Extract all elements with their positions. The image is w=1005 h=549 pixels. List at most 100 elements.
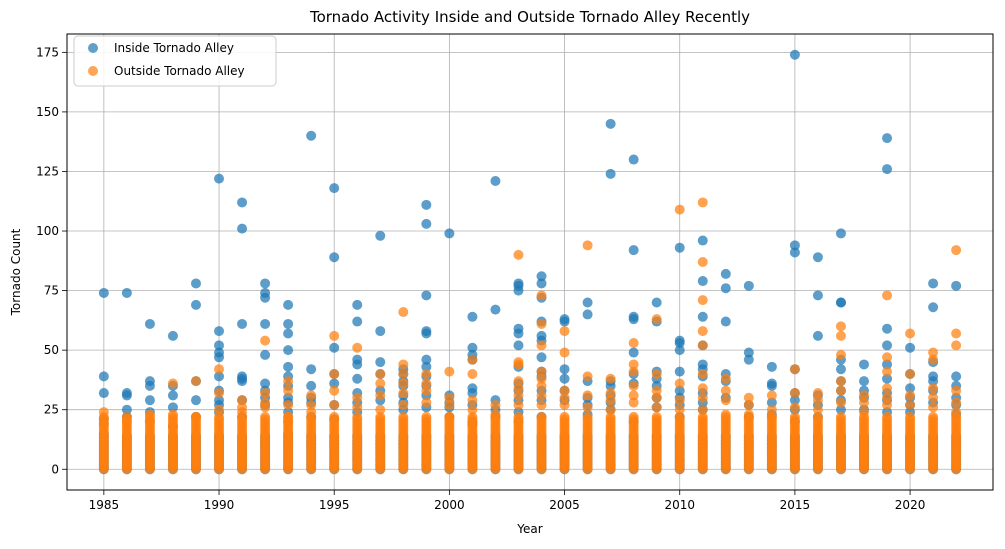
data-point-inside [421, 199, 432, 210]
data-point-outside [536, 318, 547, 329]
data-point-inside [375, 326, 386, 337]
data-point-outside [651, 368, 662, 379]
data-point-outside [559, 399, 570, 410]
data-point-outside [329, 385, 340, 396]
data-point-outside [928, 411, 939, 422]
data-point-outside [766, 390, 777, 401]
data-point-outside [329, 368, 340, 379]
data-point-outside [444, 366, 455, 377]
data-point-inside [306, 364, 317, 375]
data-point-inside [835, 404, 846, 415]
data-point-inside [121, 390, 132, 401]
data-point-outside [283, 376, 294, 387]
data-point-inside [628, 245, 639, 256]
data-point-outside [398, 307, 409, 318]
data-point-outside [835, 385, 846, 396]
data-point-inside [283, 328, 294, 339]
data-point-outside [835, 397, 846, 408]
data-point-outside [582, 240, 593, 251]
data-point-outside [697, 411, 708, 422]
data-point-outside [859, 407, 870, 418]
data-point-inside [720, 316, 731, 327]
legend-label-outside: Outside Tornado Alley [114, 64, 245, 78]
data-point-outside [835, 376, 846, 387]
data-point-outside [214, 404, 225, 415]
data-point-outside [559, 392, 570, 403]
data-point-outside [905, 411, 916, 422]
data-point-inside [421, 218, 432, 229]
data-point-outside [260, 388, 271, 399]
data-point-outside [882, 383, 893, 394]
data-point-inside [283, 361, 294, 372]
data-point-outside [789, 402, 800, 413]
data-point-outside [375, 390, 386, 401]
data-point-inside [260, 278, 271, 289]
data-point-outside [98, 407, 109, 418]
data-point-outside [859, 390, 870, 401]
y-tick-label: 50 [44, 343, 59, 357]
data-point-outside [697, 257, 708, 267]
data-point-inside [329, 183, 340, 194]
data-point-inside [766, 380, 777, 391]
data-point-outside [352, 402, 363, 413]
data-point-outside [605, 411, 616, 422]
data-point-outside [375, 404, 386, 415]
data-point-inside [98, 287, 109, 298]
data-point-inside [421, 328, 432, 339]
data-point-outside [697, 383, 708, 394]
data-point-outside [444, 392, 455, 403]
data-point-inside [98, 388, 109, 399]
data-point-outside [697, 326, 708, 337]
data-point-outside [697, 392, 708, 403]
data-point-inside [582, 297, 593, 308]
x-tick-label: 2015 [780, 498, 811, 512]
data-point-inside [812, 290, 823, 301]
data-point-outside [882, 366, 893, 377]
data-point-inside [214, 371, 225, 382]
data-point-inside [260, 318, 271, 329]
data-point-outside [743, 409, 754, 420]
data-point-outside [743, 392, 754, 403]
data-point-outside [329, 399, 340, 410]
y-tick-label: 25 [44, 403, 59, 417]
data-point-inside [951, 371, 962, 382]
data-point-inside [882, 133, 893, 144]
data-point-inside [928, 278, 939, 289]
data-point-outside [398, 378, 409, 389]
data-point-inside [743, 354, 754, 365]
data-point-outside [628, 390, 639, 401]
data-point-outside [398, 388, 409, 399]
data-point-inside [605, 380, 616, 391]
data-point-outside [421, 397, 432, 408]
data-point-outside [260, 335, 271, 346]
data-point-inside [167, 330, 178, 341]
data-point-inside [720, 268, 731, 279]
data-point-outside [421, 385, 432, 396]
data-point-inside [674, 385, 685, 396]
data-point-outside [697, 340, 708, 351]
data-point-outside [697, 197, 708, 208]
x-tick-label: 2010 [664, 498, 695, 512]
data-point-outside [513, 399, 524, 410]
data-point-outside [306, 390, 317, 401]
data-point-outside [237, 395, 248, 406]
data-point-inside [237, 376, 248, 387]
data-point-inside [582, 309, 593, 320]
data-point-outside [905, 328, 916, 339]
data-point-outside [951, 385, 962, 396]
data-point-outside [467, 395, 478, 406]
x-tick-label: 1985 [89, 498, 120, 512]
data-point-inside [697, 276, 708, 287]
data-point-inside [421, 354, 432, 365]
data-point-outside [582, 371, 593, 382]
data-point-inside [789, 395, 800, 406]
data-point-inside [628, 154, 639, 165]
data-point-outside [674, 204, 685, 215]
chart-title: Tornado Activity Inside and Outside Torn… [309, 8, 750, 26]
data-point-inside [421, 290, 432, 301]
data-point-inside [513, 340, 524, 351]
data-point-outside [605, 373, 616, 384]
data-point-outside [720, 409, 731, 420]
data-point-inside [513, 328, 524, 339]
data-point-outside [697, 295, 708, 306]
